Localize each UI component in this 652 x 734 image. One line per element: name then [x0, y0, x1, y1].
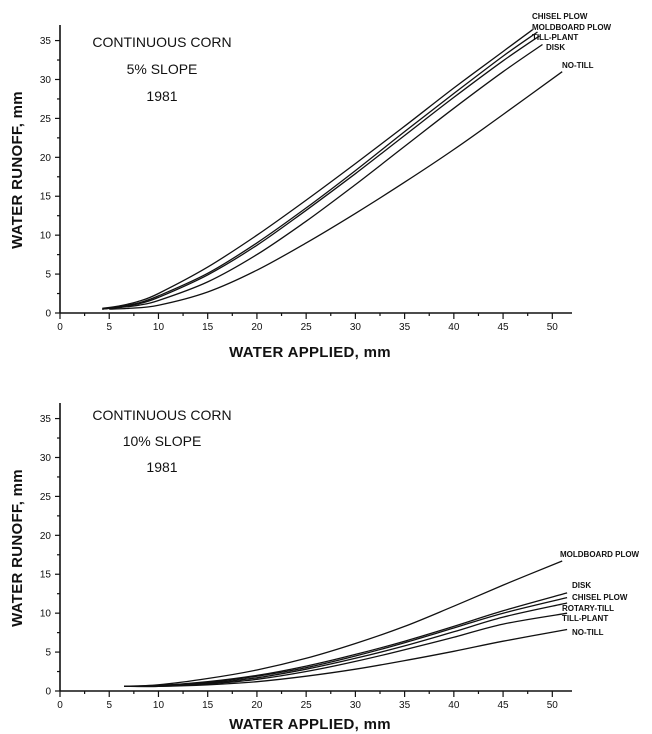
x-tick-label: 15 [202, 322, 214, 333]
x-tick-label: 30 [350, 322, 362, 333]
x-tick-label: 20 [251, 700, 263, 711]
series-line-disk [102, 43, 543, 310]
x-tick-label: 15 [202, 700, 214, 711]
series-line-rotary-till [123, 602, 568, 687]
chart-annotation-line: 1981 [146, 88, 177, 104]
y-tick-label: 25 [40, 492, 52, 503]
series-line-no-till [109, 71, 563, 310]
series-label-no-till: NO-TILL [572, 628, 604, 637]
series-label-moldboard-plow: MOLDBOARD PLOW [560, 550, 640, 559]
x-tick-label: 50 [547, 700, 559, 711]
chart-annotation-line: 5% SLOPE [127, 61, 198, 77]
series-label-till-plant: TILL-PLANT [562, 614, 608, 623]
y-tick-label: 35 [40, 36, 52, 47]
y-tick-label: 30 [40, 75, 52, 86]
chart-annotation-line: CONTINUOUS CORN [92, 407, 231, 423]
y-tick-label: 15 [40, 192, 52, 203]
y-tick-label: 30 [40, 453, 52, 464]
y-tick-label: 10 [40, 609, 52, 620]
x-tick-label: 30 [350, 700, 362, 711]
y-tick-label: 15 [40, 570, 52, 581]
x-axis-title: WATER APPLIED, mm [229, 716, 391, 733]
series-line-till-plant [102, 35, 540, 310]
y-axis-title: WATER RUNOFF, mm [9, 469, 26, 627]
chart-panel-2: 0 5 10 15 20 25 30 35 40 45 50 0 5 10 15 20 25 30 35 WATER … [9, 403, 640, 733]
x-tick-label: 10 [153, 322, 165, 333]
x-tick-label: 45 [498, 700, 510, 711]
y-tick-label: 25 [40, 114, 52, 125]
series-line-chisel-plow [102, 29, 533, 309]
y-tick-label: 20 [40, 153, 52, 164]
y-tick-label: 20 [40, 531, 52, 542]
x-tick-label: 25 [301, 322, 313, 333]
y-tick-label: 10 [40, 231, 52, 242]
x-tick-label: 0 [57, 700, 63, 711]
series-label-till-plant: TILL-PLANT [532, 33, 578, 42]
series-line-till-plant [123, 612, 568, 688]
series-label-disk: DISK [572, 581, 591, 590]
x-tick-label: 40 [448, 322, 460, 333]
x-tick-label: 20 [251, 322, 263, 333]
series-label-chisel-plow: CHISEL PLOW [532, 12, 588, 21]
series-label-chisel-plow: CHISEL PLOW [572, 593, 628, 602]
series-label-rotary-till: ROTARY-TILL [562, 604, 614, 613]
series-line-moldboard-plow [123, 560, 563, 687]
x-tick-label: 10 [153, 700, 165, 711]
x-tick-label: 35 [399, 322, 411, 333]
chart-annotation-line: CONTINUOUS CORN [92, 34, 231, 50]
series-label-no-till: NO-TILL [562, 61, 594, 70]
chart-annotation-line: 10% SLOPE [123, 433, 202, 449]
x-tick-label: 5 [106, 322, 112, 333]
y-tick-label: 35 [40, 414, 52, 425]
x-axis-title: WATER APPLIED, mm [229, 344, 391, 361]
chart-panel-1: 0 5 10 15 20 25 30 35 40 45 50 0 5 10 15 20 25 30 35 WATER … [9, 12, 612, 361]
series-label-moldboard-plow: MOLDBOARD PLOW [532, 23, 612, 32]
x-tick-label: 45 [498, 322, 510, 333]
y-axis-title: WATER RUNOFF, mm [9, 91, 26, 249]
series-line-moldboard-plow [102, 31, 538, 310]
y-tick-label: 0 [45, 309, 51, 320]
y-tick-label: 0 [45, 687, 51, 698]
chart-annotation-line: 1981 [146, 459, 177, 475]
series-line-no-till [128, 628, 568, 688]
x-tick-label: 40 [448, 700, 460, 711]
y-tick-label: 5 [45, 648, 51, 659]
x-tick-label: 0 [57, 322, 63, 333]
series-line-disk [123, 592, 568, 687]
x-tick-label: 50 [547, 322, 559, 333]
series-label-disk: DISK [546, 43, 565, 52]
y-tick-label: 5 [45, 270, 51, 281]
x-tick-label: 35 [399, 700, 411, 711]
x-tick-label: 25 [301, 700, 313, 711]
x-tick-label: 5 [106, 700, 112, 711]
